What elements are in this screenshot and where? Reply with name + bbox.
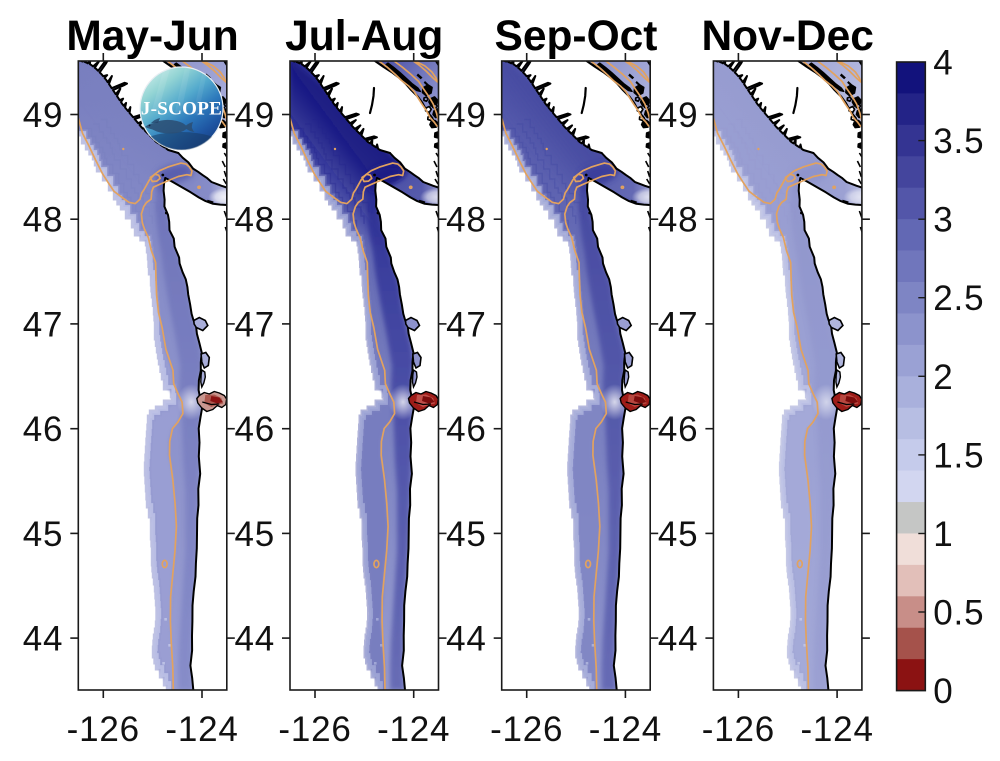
svg-text:49: 49 [658, 96, 699, 135]
svg-text:-124: -124 [589, 710, 662, 749]
svg-text:-126: -126 [702, 710, 775, 749]
svg-text:48: 48 [658, 201, 699, 240]
svg-text:44: 44 [658, 620, 699, 659]
svg-text:47: 47 [234, 305, 275, 344]
svg-text:49: 49 [234, 96, 275, 135]
svg-text:45: 45 [23, 515, 64, 554]
svg-text:46: 46 [446, 410, 487, 449]
svg-text:1: 1 [933, 515, 953, 554]
svg-text:2: 2 [933, 358, 953, 397]
svg-text:Nov-Dec: Nov-Dec [701, 13, 873, 60]
svg-text:-124: -124 [165, 710, 238, 749]
svg-text:0: 0 [933, 672, 953, 711]
svg-text:45: 45 [234, 515, 275, 554]
svg-text:1.5: 1.5 [933, 436, 984, 475]
svg-text:47: 47 [23, 305, 64, 344]
svg-text:J-SCOPE: J-SCOPE [141, 99, 222, 120]
svg-text:48: 48 [23, 201, 64, 240]
svg-text:46: 46 [23, 410, 64, 449]
svg-text:Sep-Oct: Sep-Oct [494, 13, 657, 60]
svg-text:-126: -126 [490, 710, 563, 749]
svg-text:2.5: 2.5 [933, 279, 984, 318]
svg-text:0.5: 0.5 [933, 594, 984, 633]
svg-text:49: 49 [23, 96, 64, 135]
svg-text:-124: -124 [377, 710, 450, 749]
svg-text:Jul-Aug: Jul-Aug [285, 13, 443, 60]
svg-text:-124: -124 [800, 710, 873, 749]
svg-text:3: 3 [933, 201, 953, 240]
svg-text:-126: -126 [278, 710, 351, 749]
svg-text:48: 48 [234, 201, 275, 240]
svg-text:-126: -126 [67, 710, 140, 749]
svg-text:48: 48 [446, 201, 487, 240]
svg-text:May-Jun: May-Jun [66, 13, 238, 60]
svg-text:46: 46 [234, 410, 275, 449]
svg-text:49: 49 [446, 96, 487, 135]
svg-text:44: 44 [446, 620, 487, 659]
svg-text:44: 44 [234, 620, 275, 659]
svg-text:46: 46 [658, 410, 699, 449]
svg-text:3.5: 3.5 [933, 122, 984, 161]
svg-text:47: 47 [446, 305, 487, 344]
svg-text:4: 4 [933, 44, 953, 83]
svg-text:47: 47 [658, 305, 699, 344]
svg-text:45: 45 [658, 515, 699, 554]
svg-text:44: 44 [23, 620, 64, 659]
svg-text:45: 45 [446, 515, 487, 554]
